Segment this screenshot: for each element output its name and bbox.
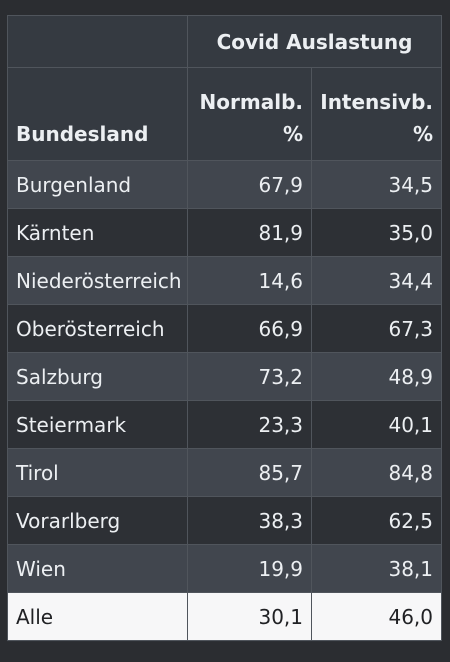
cell-normal: 23,3 — [187, 400, 312, 449]
cell-normal: 19,9 — [187, 544, 312, 593]
cell-normal: 14,6 — [187, 256, 312, 305]
cell-icu: 67,3 — [310, 304, 443, 353]
data-table: Covid Auslastung Bundesland Normalb. % I… — [7, 15, 443, 641]
table-row: Niederösterreich 14,6 34,4 — [7, 256, 443, 305]
cell-state: Steiermark — [7, 400, 188, 449]
cell-icu: 38,1 — [310, 544, 443, 593]
table-row: Steiermark 23,3 40,1 — [7, 400, 443, 449]
table-row: Vorarlberg 38,3 62,5 — [7, 496, 443, 545]
header-row-columns: Bundesland Normalb. % Intensivb. % — [7, 67, 443, 161]
cell-icu: 34,5 — [310, 160, 443, 209]
cell-normal: 38,3 — [187, 496, 312, 545]
column-header-icu-line1: Intensivb. — [320, 90, 434, 114]
cell-icu: 35,0 — [310, 208, 443, 257]
table-row: Wien 19,9 38,1 — [7, 544, 443, 593]
table-row: Tirol 85,7 84,8 — [7, 448, 443, 497]
column-header-state: Bundesland — [7, 67, 188, 161]
total-cell-icu: 46,0 — [310, 592, 443, 641]
cell-state: Salzburg — [7, 352, 188, 401]
column-header-icu: Intensivb. % — [310, 67, 443, 161]
table-row: Oberösterreich 66,9 67,3 — [7, 304, 443, 353]
column-header-normal-line1: Normalb. — [199, 90, 303, 114]
column-header-state-label: Bundesland — [16, 122, 149, 146]
cell-normal: 67,9 — [187, 160, 312, 209]
cell-state: Kärnten — [7, 208, 188, 257]
cell-normal: 81,9 — [187, 208, 312, 257]
cell-state: Wien — [7, 544, 188, 593]
cell-icu: 84,8 — [310, 448, 443, 497]
total-row: Alle 30,1 46,0 — [7, 592, 443, 641]
cell-icu: 62,5 — [310, 496, 443, 545]
table-row: Salzburg 73,2 48,9 — [7, 352, 443, 401]
cell-state: Vorarlberg — [7, 496, 188, 545]
cell-state: Tirol — [7, 448, 188, 497]
cell-state: Oberösterreich — [7, 304, 188, 353]
group-header: Covid Auslastung — [186, 15, 443, 68]
cell-icu: 40,1 — [310, 400, 443, 449]
cell-state: Burgenland — [7, 160, 188, 209]
cell-normal: 73,2 — [187, 352, 312, 401]
column-header-normal-line2: % — [282, 122, 303, 146]
cell-state: Niederösterreich — [7, 256, 188, 305]
covid-occupancy-table: Covid Auslastung Bundesland Normalb. % I… — [7, 15, 443, 642]
cell-normal: 85,7 — [187, 448, 312, 497]
column-header-icu-line2: % — [412, 122, 434, 146]
total-cell-normal: 30,1 — [187, 592, 312, 641]
column-header-normal: Normalb. % — [187, 67, 312, 161]
cell-normal: 66,9 — [187, 304, 312, 353]
table-row: Kärnten 81,9 35,0 — [7, 208, 443, 257]
cell-icu: 48,9 — [310, 352, 443, 401]
header-empty-cell — [7, 15, 188, 68]
cell-icu: 34,4 — [310, 256, 443, 305]
total-cell-state: Alle — [7, 592, 188, 641]
header-row-group: Covid Auslastung — [7, 15, 443, 68]
table-row: Burgenland 67,9 34,5 — [7, 160, 443, 209]
